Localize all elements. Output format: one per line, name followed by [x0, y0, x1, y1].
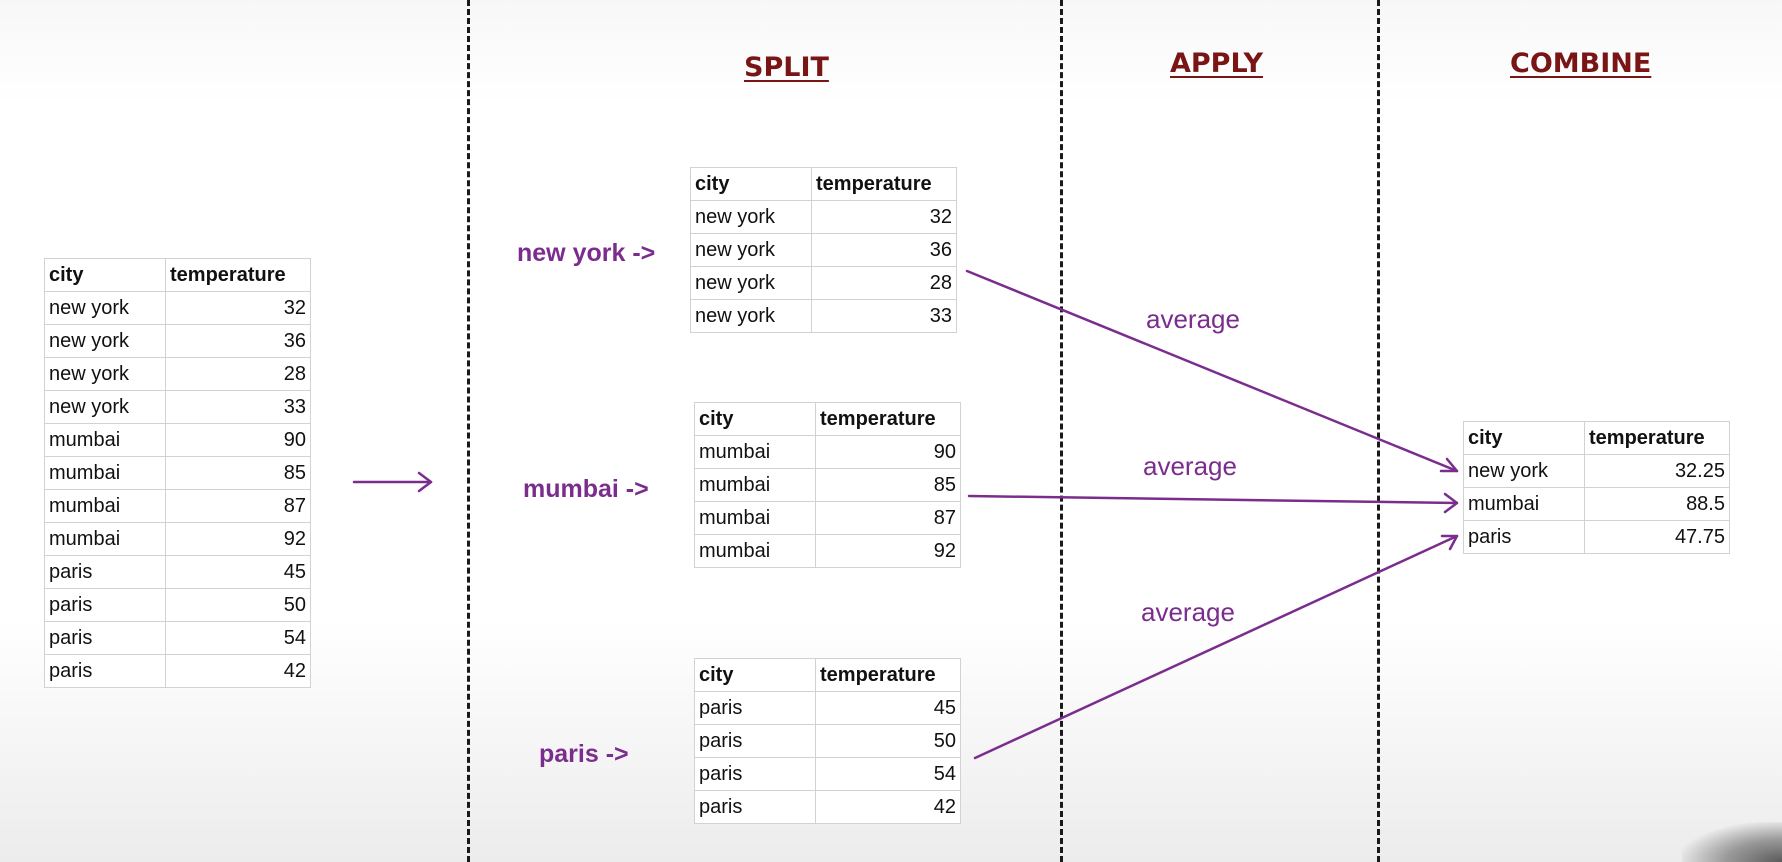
- cell-temperature: 47.75: [1584, 520, 1730, 554]
- source-table: city temperature new york 32 new york 36 new…: [44, 258, 311, 688]
- table-row: paris 50: [694, 724, 961, 758]
- cell-temperature: 50: [815, 724, 961, 758]
- cell-temperature: 88.5: [1584, 487, 1730, 521]
- arrow-paris-to-result: [973, 534, 1459, 760]
- cell-city: new york: [690, 200, 812, 234]
- column-header-temperature: temperature: [815, 402, 961, 436]
- result-table: city temperature new york 32.25 mumbai 88.5…: [1463, 421, 1730, 554]
- table-header-row: city temperature: [694, 402, 961, 436]
- table-row: paris 47.75: [1463, 520, 1730, 554]
- apply-label-paris: average: [1141, 597, 1235, 627]
- cell-city: new york: [690, 266, 812, 300]
- group-table-paris: city temperature paris 45 paris 50 paris 54 pa…: [694, 658, 961, 824]
- table-row: new york 32: [690, 200, 957, 234]
- table-row: mumbai 87: [44, 489, 311, 523]
- column-header-temperature: temperature: [165, 258, 311, 292]
- table-row: paris 54: [44, 621, 311, 655]
- table-row: new york 33: [44, 390, 311, 424]
- table-row: mumbai 92: [44, 522, 311, 556]
- cell-temperature: 32: [165, 291, 311, 325]
- table-row: paris 45: [44, 555, 311, 589]
- column-header-city: city: [1463, 421, 1585, 455]
- table-row: mumbai 90: [44, 423, 311, 457]
- cell-temperature: 87: [815, 501, 961, 535]
- table-row: new york 36: [690, 233, 957, 267]
- heading-split: SPLIT: [744, 52, 829, 83]
- split-arrow: [352, 471, 433, 493]
- cell-temperature: 33: [811, 299, 957, 333]
- cell-city: paris: [44, 555, 166, 589]
- cell-city: paris: [44, 654, 166, 688]
- apply-label-mumbai: average: [1143, 451, 1237, 481]
- cell-city: mumbai: [44, 522, 166, 556]
- table-row: new york 32: [44, 291, 311, 325]
- table-row: paris 42: [694, 790, 961, 824]
- column-header-city: city: [694, 658, 816, 692]
- cell-temperature: 90: [165, 423, 311, 457]
- divider-left: [467, 0, 470, 862]
- group-label-mumbai: mumbai ->: [523, 475, 649, 503]
- cell-city: mumbai: [694, 501, 816, 535]
- table-row: paris 45: [694, 691, 961, 725]
- cell-temperature: 92: [815, 534, 961, 568]
- cell-temperature: 50: [165, 588, 311, 622]
- table-row: new york 33: [690, 299, 957, 333]
- corner-shade: [1682, 822, 1782, 862]
- apply-label-new-york: average: [1146, 304, 1240, 334]
- table-row: paris 50: [44, 588, 311, 622]
- cell-temperature: 32.25: [1584, 454, 1730, 488]
- cell-temperature: 54: [165, 621, 311, 655]
- cell-temperature: 36: [165, 324, 311, 358]
- cell-temperature: 87: [165, 489, 311, 523]
- cell-temperature: 42: [165, 654, 311, 688]
- column-header-temperature: temperature: [1584, 421, 1730, 455]
- column-header-temperature: temperature: [811, 167, 957, 201]
- cell-temperature: 33: [165, 390, 311, 424]
- cell-temperature: 45: [815, 691, 961, 725]
- group-label-new-york: new york ->: [517, 239, 656, 267]
- table-row: mumbai 92: [694, 534, 961, 568]
- cell-city: new york: [44, 291, 166, 325]
- cell-temperature: 54: [815, 757, 961, 791]
- cell-city: new york: [44, 390, 166, 424]
- cell-city: mumbai: [44, 423, 166, 457]
- arrow-mumbai-to-result: [967, 492, 1459, 514]
- cell-city: new york: [44, 357, 166, 391]
- cell-city: mumbai: [44, 456, 166, 490]
- table-row: paris 42: [44, 654, 311, 688]
- table-header-row: city temperature: [1463, 421, 1730, 455]
- table-row: paris 54: [694, 757, 961, 791]
- group-label-paris: paris ->: [539, 740, 629, 768]
- column-header-city: city: [694, 402, 816, 436]
- cell-temperature: 42: [815, 790, 961, 824]
- divider-middle: [1060, 0, 1063, 862]
- table-row: mumbai 87: [694, 501, 961, 535]
- cell-temperature: 28: [165, 357, 311, 391]
- table-header-row: city temperature: [690, 167, 957, 201]
- heading-combine: COMBINE: [1510, 48, 1652, 79]
- group-table-new-york: city temperature new york 32 new york 36 new…: [690, 167, 957, 333]
- cell-city: paris: [1463, 520, 1585, 554]
- arrow-new-york-to-result: [965, 269, 1459, 473]
- cell-city: paris: [694, 790, 816, 824]
- table-row: new york 28: [44, 357, 311, 391]
- group-table-mumbai: city temperature mumbai 90 mumbai 85 mumbai 8…: [694, 402, 961, 568]
- cell-temperature: 45: [165, 555, 311, 589]
- cell-temperature: 85: [815, 468, 961, 502]
- cell-city: paris: [694, 757, 816, 791]
- cell-city: mumbai: [694, 534, 816, 568]
- divider-right: [1377, 0, 1380, 862]
- cell-temperature: 36: [811, 233, 957, 267]
- heading-apply: APPLY: [1170, 48, 1264, 79]
